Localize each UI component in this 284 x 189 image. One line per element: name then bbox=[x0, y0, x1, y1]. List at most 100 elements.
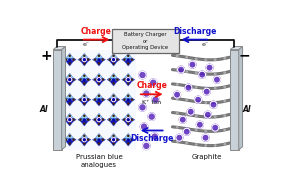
Circle shape bbox=[109, 139, 110, 140]
Circle shape bbox=[117, 139, 118, 140]
Circle shape bbox=[189, 61, 196, 68]
Circle shape bbox=[195, 115, 197, 117]
Circle shape bbox=[88, 119, 89, 120]
Circle shape bbox=[84, 63, 85, 64]
Circle shape bbox=[143, 90, 150, 97]
Polygon shape bbox=[124, 93, 132, 100]
Circle shape bbox=[150, 79, 157, 86]
Polygon shape bbox=[239, 46, 243, 150]
Circle shape bbox=[196, 121, 203, 128]
Polygon shape bbox=[110, 80, 118, 86]
Circle shape bbox=[80, 59, 81, 60]
Text: Discharge: Discharge bbox=[130, 134, 174, 143]
Polygon shape bbox=[80, 80, 88, 86]
Circle shape bbox=[113, 75, 114, 76]
Circle shape bbox=[224, 86, 225, 88]
Circle shape bbox=[224, 101, 225, 102]
Circle shape bbox=[112, 58, 116, 62]
Circle shape bbox=[214, 145, 216, 146]
Circle shape bbox=[97, 78, 101, 82]
Circle shape bbox=[139, 71, 146, 79]
Circle shape bbox=[69, 143, 70, 144]
Circle shape bbox=[80, 139, 81, 140]
Circle shape bbox=[124, 139, 125, 140]
Polygon shape bbox=[114, 118, 120, 121]
Polygon shape bbox=[78, 118, 84, 121]
Polygon shape bbox=[122, 98, 128, 101]
Polygon shape bbox=[128, 78, 135, 81]
Circle shape bbox=[69, 79, 70, 81]
Circle shape bbox=[113, 103, 114, 104]
Circle shape bbox=[124, 119, 125, 120]
Circle shape bbox=[73, 59, 74, 60]
Circle shape bbox=[214, 116, 216, 118]
Circle shape bbox=[139, 104, 146, 111]
Circle shape bbox=[131, 99, 133, 100]
Circle shape bbox=[214, 76, 220, 83]
Circle shape bbox=[152, 96, 159, 103]
Text: e⁻: e⁻ bbox=[83, 42, 90, 47]
Polygon shape bbox=[99, 98, 105, 101]
Polygon shape bbox=[66, 100, 74, 106]
Circle shape bbox=[82, 98, 86, 102]
Polygon shape bbox=[128, 118, 135, 121]
Polygon shape bbox=[80, 120, 88, 126]
Circle shape bbox=[214, 88, 216, 89]
Circle shape bbox=[205, 59, 206, 60]
Circle shape bbox=[205, 102, 206, 103]
Circle shape bbox=[195, 144, 197, 145]
Polygon shape bbox=[95, 133, 103, 140]
Polygon shape bbox=[124, 53, 132, 60]
Polygon shape bbox=[78, 98, 84, 101]
Polygon shape bbox=[70, 78, 76, 81]
Circle shape bbox=[117, 119, 118, 120]
Circle shape bbox=[176, 55, 178, 57]
Circle shape bbox=[88, 139, 89, 140]
Circle shape bbox=[113, 143, 114, 144]
Circle shape bbox=[128, 119, 129, 120]
Circle shape bbox=[186, 114, 187, 115]
Polygon shape bbox=[63, 118, 70, 121]
Circle shape bbox=[102, 99, 103, 100]
Polygon shape bbox=[95, 100, 103, 106]
Circle shape bbox=[131, 119, 133, 120]
Circle shape bbox=[117, 79, 118, 80]
Circle shape bbox=[73, 99, 74, 100]
FancyBboxPatch shape bbox=[112, 29, 179, 53]
Text: Graphite: Graphite bbox=[192, 154, 222, 160]
Polygon shape bbox=[63, 138, 70, 141]
Circle shape bbox=[83, 119, 85, 120]
Polygon shape bbox=[80, 93, 88, 100]
Circle shape bbox=[95, 119, 96, 120]
Circle shape bbox=[98, 119, 100, 120]
Circle shape bbox=[206, 64, 213, 71]
Circle shape bbox=[140, 123, 148, 130]
Polygon shape bbox=[110, 73, 118, 80]
Polygon shape bbox=[80, 140, 88, 146]
Circle shape bbox=[131, 139, 133, 140]
Circle shape bbox=[69, 119, 70, 120]
Circle shape bbox=[113, 99, 114, 100]
Polygon shape bbox=[110, 60, 118, 66]
Polygon shape bbox=[66, 60, 74, 66]
Polygon shape bbox=[107, 58, 114, 61]
Circle shape bbox=[113, 119, 114, 120]
Circle shape bbox=[98, 79, 100, 81]
Text: +: + bbox=[40, 49, 52, 63]
Circle shape bbox=[113, 83, 114, 84]
Circle shape bbox=[224, 72, 225, 74]
Polygon shape bbox=[66, 113, 74, 120]
Polygon shape bbox=[62, 46, 66, 150]
Circle shape bbox=[84, 123, 85, 124]
Circle shape bbox=[95, 139, 96, 140]
Polygon shape bbox=[95, 93, 103, 100]
Circle shape bbox=[205, 130, 206, 132]
Polygon shape bbox=[110, 120, 118, 126]
Polygon shape bbox=[66, 80, 74, 86]
Circle shape bbox=[126, 78, 130, 82]
Circle shape bbox=[73, 119, 74, 120]
Circle shape bbox=[124, 99, 125, 100]
Polygon shape bbox=[84, 138, 91, 141]
Circle shape bbox=[224, 58, 225, 59]
Polygon shape bbox=[122, 138, 128, 141]
